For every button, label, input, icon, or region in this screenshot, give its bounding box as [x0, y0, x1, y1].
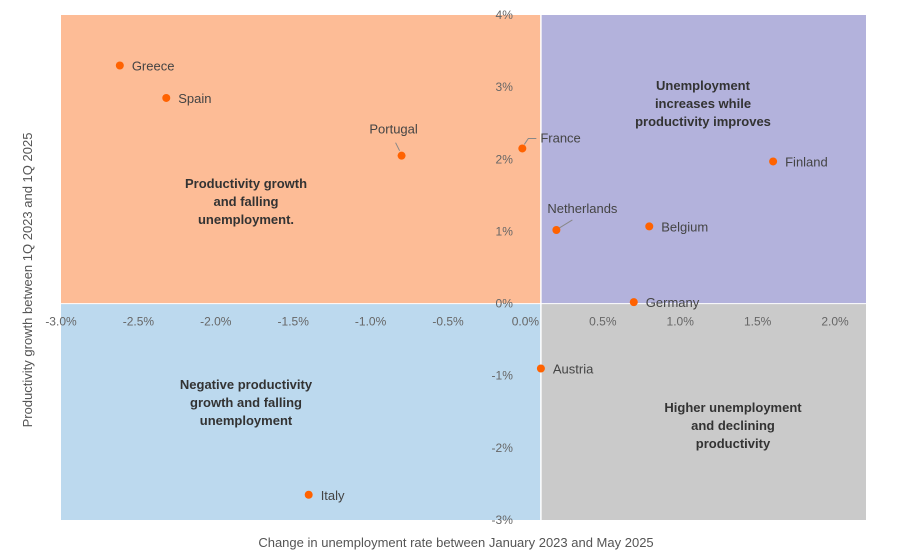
quadrant-label-line: Higher unemployment: [664, 400, 802, 415]
quadrant-label-top-left: Productivity growth and falling unemployme…: [185, 176, 307, 227]
quadrant-top-right: [540, 15, 866, 304]
point-label: Greece: [132, 59, 175, 74]
x-tick-label: 2.0%: [821, 315, 849, 329]
quadrant-label-top-right: Unemployment increases while productivity …: [635, 78, 771, 129]
point-label: Portugal: [369, 122, 418, 137]
point-germany: [629, 298, 638, 307]
point-spain: [162, 93, 171, 102]
data-points: Greece Spain Portugal France Netherlands Finl…: [115, 59, 828, 503]
quadrant-label-bottom-left: Negative productivity growth and falling u…: [180, 377, 313, 428]
y-tick-label: 4%: [496, 8, 514, 22]
quadrant-label-line: unemployment.: [198, 212, 294, 227]
quadrant-top-left: [61, 15, 541, 304]
point-label: Italy: [321, 488, 345, 503]
x-axis-label: Change in unemployment rate between Janu…: [258, 535, 653, 550]
x-axis-ticks: -3.0% -2.5% -2.0% -1.5% -1.0% -0.5% 0.0% 0.5% 1.…: [45, 315, 849, 329]
point-label: Austria: [553, 362, 594, 377]
point-label: Belgium: [661, 219, 708, 234]
quadrant-label-line: unemployment: [200, 413, 293, 428]
leader-line: [559, 219, 573, 229]
y-tick-label: -3%: [492, 513, 514, 527]
x-tick-label: -0.5%: [432, 315, 464, 329]
y-tick-label: 2%: [496, 152, 514, 166]
y-axis-label: Productivity growth between 1Q 2023 and …: [20, 133, 35, 428]
x-tick-label: -3.0%: [45, 315, 77, 329]
point-label: France: [540, 130, 580, 145]
quadrant-label-line: and declining: [691, 418, 775, 433]
y-tick-label: -1%: [492, 369, 514, 383]
quadrant-bottom-left: [61, 303, 541, 520]
point-france: [518, 144, 527, 153]
quadrant-label-line: Productivity growth: [185, 176, 307, 191]
x-tick-label: -2.5%: [123, 315, 155, 329]
point-label: Germany: [646, 295, 700, 310]
y-tick-label: 0%: [496, 297, 514, 311]
quadrant-label-line: and falling: [214, 194, 279, 209]
x-tick-label: 1.0%: [667, 315, 695, 329]
y-tick-label: 1%: [496, 224, 514, 238]
quadrant-bottom-right: [540, 303, 866, 520]
point-label: Netherlands: [547, 201, 618, 216]
point-austria: [536, 364, 545, 373]
quadrant-label-line: Unemployment: [656, 78, 751, 93]
y-tick-label: -2%: [492, 441, 514, 455]
quadrant-label-bottom-right: Higher unemployment and declining producti…: [664, 400, 802, 451]
quadrant-label-line: growth and falling: [190, 395, 302, 410]
x-tick-label: -1.0%: [355, 315, 387, 329]
point-label: Finland: [785, 154, 828, 169]
point-italy: [304, 490, 313, 499]
x-tick-label: 0.5%: [589, 315, 617, 329]
x-tick-label: -2.0%: [200, 315, 232, 329]
quadrant-label-line: productivity improves: [635, 114, 771, 129]
point-finland: [769, 157, 778, 166]
leader-line: [523, 137, 537, 145]
quadrant-labels: Productivity growth and falling unemployme…: [180, 78, 802, 451]
leader-line: [395, 142, 401, 151]
x-tick-label: -1.5%: [278, 315, 310, 329]
quadrant-label-line: Negative productivity: [180, 377, 313, 392]
x-tick-label: 0.0%: [512, 315, 540, 329]
point-belgium: [645, 222, 654, 231]
quadrant-dividers: [61, 15, 866, 520]
point-portugal: [397, 151, 406, 160]
y-axis-ticks: 4% 3% 2% 1% 0% -1% -2% -3%: [492, 8, 514, 527]
x-tick-label: 1.5%: [744, 315, 772, 329]
point-netherlands: [552, 225, 561, 234]
quadrant-label-line: productivity: [696, 436, 771, 451]
quadrant-backgrounds: [61, 15, 866, 520]
point-label: Spain: [178, 91, 211, 106]
point-greece: [115, 61, 124, 70]
quadrant-label-line: increases while: [655, 96, 751, 111]
y-tick-label: 3%: [496, 80, 514, 94]
